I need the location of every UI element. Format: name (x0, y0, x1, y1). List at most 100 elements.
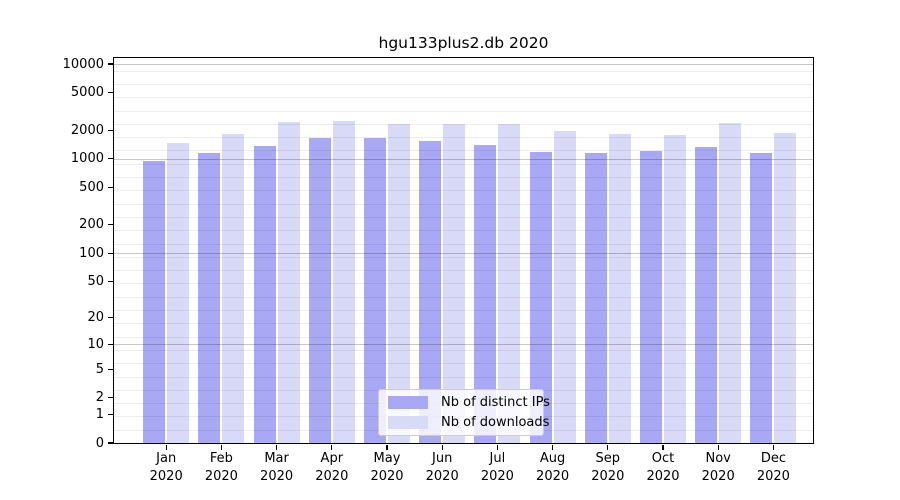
gridline-minor (114, 203, 813, 205)
x-tick-mark (717, 444, 719, 450)
x-tick-year: 2020 (536, 469, 570, 484)
y-tick-mark (107, 91, 113, 94)
y-tick-mark (107, 129, 113, 131)
y-tick-label: 5 (95, 361, 104, 377)
legend-swatch-distinct-ips (388, 396, 428, 409)
x-tick-year: 2020 (756, 469, 790, 484)
bar-distinct-ips (198, 153, 221, 443)
x-tick-mark (552, 444, 554, 450)
legend: Nb of distinct IPs Nb of downloads (378, 389, 550, 436)
y-tick-mark (107, 63, 113, 65)
x-tick-label: Oct 2020 (633, 450, 693, 486)
legend-label-distinct-ips: Nb of distinct IPs (441, 395, 550, 410)
x-tick-year: 2020 (204, 469, 238, 484)
bar-distinct-ips (364, 138, 386, 443)
bar-downloads (388, 123, 410, 443)
gridline-minor (114, 363, 813, 365)
bar-downloads (719, 123, 742, 443)
bar-distinct-ips (308, 137, 331, 443)
x-tick-year: 2020 (646, 469, 680, 484)
x-tick-year: 2020 (425, 469, 459, 484)
plot-area: 10000 5000 2000 1000 500 200 100 50 20 10 5 2 1 0 Jan… (63, 57, 814, 484)
gridline-minor (114, 296, 813, 298)
x-tick-label: May 2020 (357, 450, 417, 486)
x-tick-month: Jan (156, 451, 177, 466)
y-tick-label: 50 (87, 273, 104, 289)
gridline-minor (114, 177, 813, 178)
x-tick-year: 2020 (480, 469, 514, 484)
x-tick-mark (607, 444, 609, 450)
bar-distinct-ips (474, 144, 497, 443)
x-tick-mark (276, 444, 278, 450)
gridline-minor (114, 270, 813, 272)
gridline-minor (114, 283, 813, 285)
x-tick-year: 2020 (591, 469, 625, 484)
bar-distinct-ips (529, 151, 552, 443)
x-tick-month: Sep (595, 451, 621, 466)
x-tick-label: Mar 2020 (247, 450, 307, 486)
x-tick-mark (772, 444, 774, 450)
y-tick-label: 10 (87, 336, 104, 352)
y-tick-label: 1000 (70, 151, 104, 167)
x-tick-label: Feb 2020 (191, 450, 251, 486)
x-tick-label: Apr 2020 (302, 450, 362, 486)
x-tick-month: Nov (705, 451, 731, 466)
bar-downloads (332, 120, 355, 443)
y-tick-mark (107, 252, 113, 254)
x-tick-year: 2020 (260, 469, 294, 484)
x-tick-label: Jul 2020 (467, 450, 527, 486)
chart-title: hgu133plus2.db 2020 (378, 34, 549, 52)
x-tick-mark (496, 444, 498, 450)
y-tick-label: 1 (95, 407, 104, 422)
bar-downloads (222, 134, 245, 443)
gridline-minor (114, 123, 813, 125)
bar-distinct-ips (695, 146, 718, 443)
bar-downloads (498, 124, 521, 443)
bar-distinct-ips (143, 160, 166, 443)
x-tick-label: Jun 2020 (412, 450, 472, 486)
x-tick-month: Jun (432, 451, 453, 466)
gridline-minor (114, 216, 813, 218)
x-tick-mark (165, 444, 167, 450)
y-tick-mark (107, 368, 113, 370)
x-tick-label: Dec 2020 (743, 450, 803, 486)
x-tick-mark (331, 444, 333, 450)
x-tick-month: Dec (760, 451, 786, 466)
x-tick-label: Sep 2020 (578, 450, 638, 486)
x-tick-year: 2020 (701, 469, 735, 484)
y-tick-label: 2000 (70, 122, 104, 138)
bar-downloads (277, 122, 300, 443)
legend-swatch-downloads (388, 416, 428, 429)
gridline-minor (114, 310, 813, 311)
gridline-minor (114, 376, 813, 378)
y-tick-label: 200 (79, 217, 104, 233)
gridline-minor (114, 97, 813, 99)
gridline-minor (114, 163, 813, 165)
x-tick-month: May (373, 451, 401, 466)
gridline-minor (114, 110, 813, 112)
gridline-minor (114, 256, 813, 258)
gridline-major (114, 253, 813, 255)
y-tick-mark (107, 397, 113, 399)
y-tick-mark (107, 280, 113, 282)
x-tick-year: 2020 (315, 469, 349, 484)
x-tick-mark (441, 444, 443, 450)
y-tick-label: 100 (79, 245, 104, 261)
x-tick-label: Nov 2020 (688, 450, 748, 486)
y-tick-label: 2 (95, 390, 104, 406)
y-tick-mark (107, 317, 113, 319)
x-tick-month: Oct (651, 451, 675, 466)
bar-downloads (553, 131, 576, 443)
x-tick-month: Feb (209, 451, 233, 466)
x-tick-label: Aug 2020 (523, 450, 583, 486)
y-tick-mark (107, 158, 113, 160)
gridline-major (114, 158, 813, 160)
x-tick-month: Mar (264, 451, 289, 466)
gridline-major (114, 64, 813, 65)
legend-item-distinct-ips: Nb of distinct IPs (388, 395, 550, 410)
gridline-minor (114, 349, 813, 351)
x-tick-month: Aug (539, 451, 566, 466)
x-tick-month: Jul (489, 451, 506, 466)
x-tick-year: 2020 (370, 469, 404, 484)
y-tick-mark (107, 224, 113, 226)
